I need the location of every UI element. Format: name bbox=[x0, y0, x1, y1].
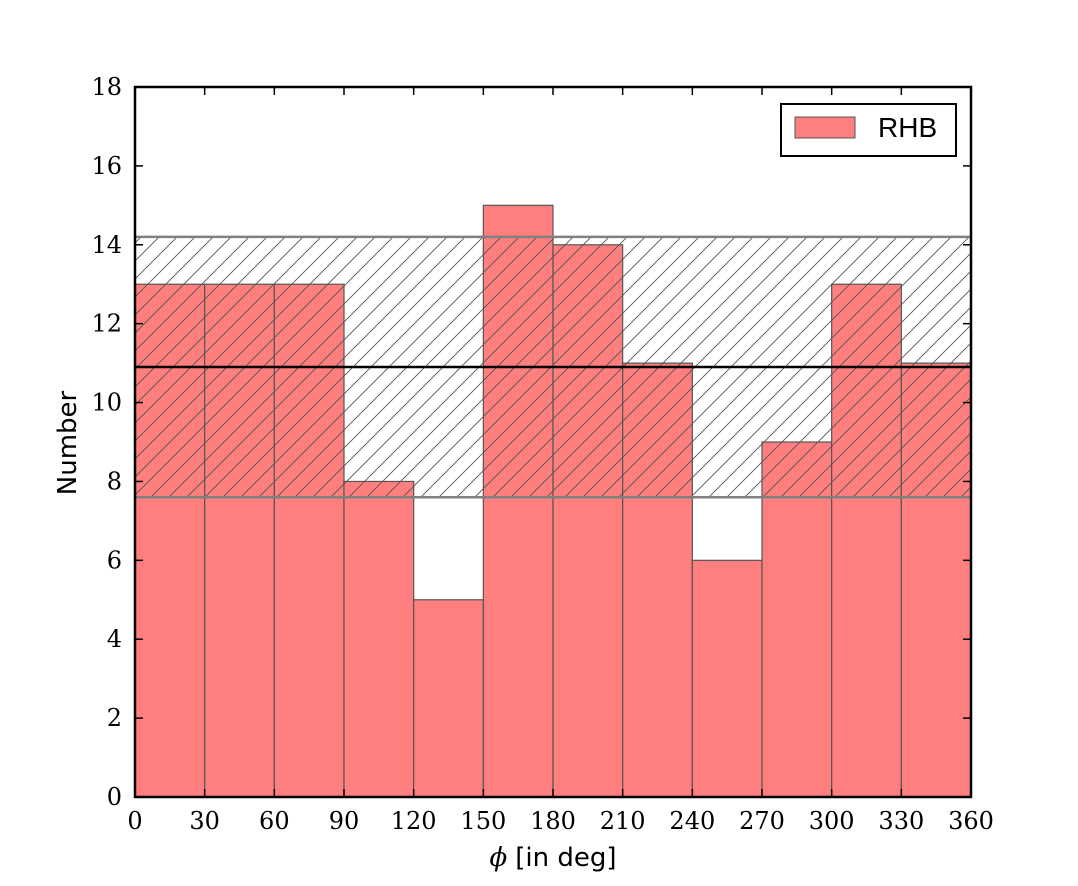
x-axis-label-text: [in deg] bbox=[515, 843, 616, 873]
x-tick-label: 210 bbox=[600, 807, 646, 835]
x-tick-label: 180 bbox=[530, 807, 576, 835]
y-tick-label: 8 bbox=[107, 467, 122, 495]
y-tick-label: 16 bbox=[91, 152, 122, 180]
x-axis-symbol: ϕ bbox=[490, 843, 508, 873]
y-axis-label: Number bbox=[53, 390, 83, 495]
x-tick-label: 0 bbox=[127, 807, 142, 835]
y-tick-label: 10 bbox=[91, 389, 122, 417]
histogram-bar bbox=[761, 441, 833, 798]
x-tick-label: 300 bbox=[809, 807, 855, 835]
x-tick-label: 360 bbox=[948, 807, 994, 835]
x-tick-label: 30 bbox=[189, 807, 220, 835]
y-axis-ticks: 0 2 4 6 8 10 12 14 16 18 bbox=[91, 73, 971, 811]
x-tick-label: 120 bbox=[391, 807, 437, 835]
y-tick-label: 12 bbox=[91, 310, 122, 338]
x-tick-label: 240 bbox=[669, 807, 715, 835]
y-tick-label: 4 bbox=[107, 625, 122, 653]
histogram-bar bbox=[691, 559, 763, 798]
x-tick-label: 60 bbox=[259, 807, 290, 835]
legend-label: RHB bbox=[878, 112, 937, 143]
x-tick-label: 90 bbox=[329, 807, 360, 835]
y-tick-label: 14 bbox=[91, 231, 122, 259]
legend: RHB bbox=[780, 103, 957, 157]
y-tick-label: 2 bbox=[107, 704, 122, 732]
legend-swatch bbox=[794, 116, 856, 139]
x-tick-label: 330 bbox=[878, 807, 924, 835]
x-tick-label: 270 bbox=[739, 807, 785, 835]
y-tick-label: 18 bbox=[91, 73, 122, 101]
x-axis-ticks: 0 30 60 90 120 150 180 210 240 270 300 330 360 bbox=[127, 87, 994, 835]
histogram-bar bbox=[343, 480, 415, 798]
y-tick-label: 6 bbox=[107, 546, 122, 574]
y-tick-label: 0 bbox=[107, 783, 122, 811]
x-tick-label: 150 bbox=[460, 807, 506, 835]
x-axis-label: ϕ [in deg] bbox=[490, 843, 617, 873]
histogram-bar bbox=[413, 599, 484, 798]
